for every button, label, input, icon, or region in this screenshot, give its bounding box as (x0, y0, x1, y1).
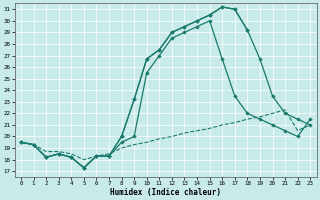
X-axis label: Humidex (Indice chaleur): Humidex (Indice chaleur) (110, 188, 221, 197)
